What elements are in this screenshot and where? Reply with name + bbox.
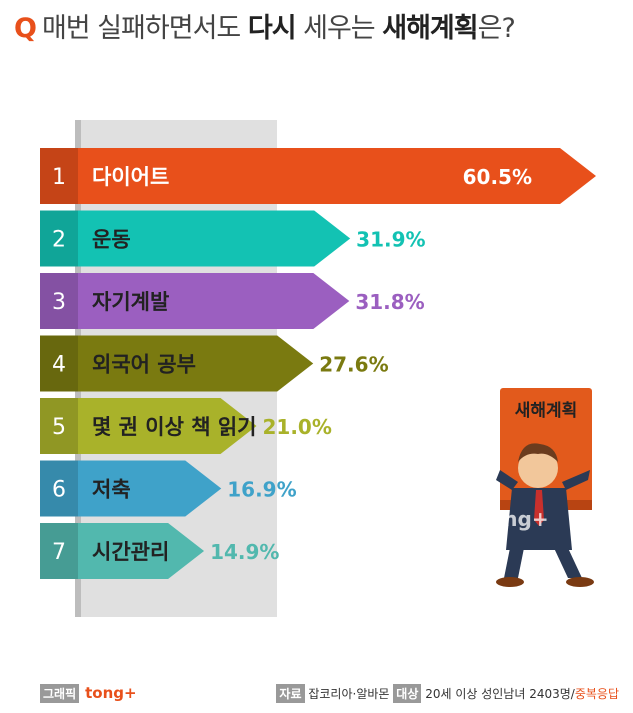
category-label-3: 자기계발 (92, 290, 169, 314)
rank-band-4 (40, 335, 78, 392)
title-part-1: 매번 실패 (41, 13, 146, 44)
graphic-credit: 그래픽 tong+ (40, 684, 137, 703)
bar-1 (40, 148, 596, 204)
category-label-5: 몇 권 이상 책 읽기 (92, 415, 256, 439)
source-value: 잡코리아·알바몬 (308, 687, 390, 701)
category-label-1: 다이어트 (92, 165, 169, 189)
value-label-6: 16.9% (227, 478, 296, 502)
value-label-5: 21.0% (262, 415, 331, 439)
category-label-2: 운동 (92, 228, 131, 252)
man-shoe-left (496, 577, 524, 587)
source-tag: 자료 (276, 684, 305, 703)
target-value: 20세 이상 성인남녀 2403명/ (425, 687, 575, 701)
rank-band-1 (40, 148, 78, 204)
target-tag: 대상 (393, 684, 422, 703)
credit-brand: tong+ (85, 684, 137, 702)
rank-label-7: 7 (52, 540, 66, 565)
value-label-2: 31.9% (356, 228, 425, 252)
rank-band-3 (40, 273, 78, 329)
sign-text: 새해계획 (515, 401, 578, 421)
man-carrying-sign-illustration: 새해계획 tong+ (480, 388, 594, 587)
bar-5 (40, 398, 257, 454)
rank-label-2: 2 (52, 228, 66, 253)
rank-label-5: 5 (52, 415, 66, 440)
title-part-6: 은? (477, 13, 516, 44)
title-part-2: 하면서도 (144, 13, 248, 44)
man-head (518, 448, 558, 488)
man-tie (534, 490, 544, 526)
rank-label-6: 6 (52, 478, 66, 503)
rank-label-4: 4 (52, 353, 66, 378)
value-label-1: 60.5% (463, 165, 532, 189)
target-note: 중복응답 (574, 687, 619, 701)
footer: 그래픽 tong+ 자료 잡코리아·알바몬 대상 20세 이상 성인남녀 2403… (0, 680, 633, 706)
title-part-5: 새해계획 (382, 13, 478, 44)
page-title: Q 매번 실패하면서도 다시 세우는 새해계획은? (14, 6, 516, 45)
category-label-4: 외국어 공부 (92, 353, 196, 377)
bar-3 (40, 273, 350, 329)
title-part-3: 다시 (247, 13, 297, 44)
rank-label-1: 1 (52, 165, 66, 190)
question-mark-label: Q (14, 13, 37, 44)
rank-band-2 (40, 210, 78, 267)
value-label-3: 31.8% (355, 290, 424, 314)
rank-label-3: 3 (52, 290, 66, 315)
tong-watermark: tong+ (480, 507, 549, 531)
value-label-7: 14.9% (210, 540, 279, 564)
bar-chart: 1 다이어트 60.5% 2 운동 31.9% 3 자기계발 31.8% 4 외국어 공부 27.6%… (40, 120, 596, 617)
man-leg-left (504, 548, 524, 578)
man-shoe-right (566, 577, 594, 587)
category-label-7: 시간관리 (92, 540, 169, 564)
source-line: 자료 잡코리아·알바몬 대상 20세 이상 성인남녀 2403명/중복응답 (276, 684, 619, 703)
title-part-4: 세우는 (295, 13, 383, 44)
credit-tag: 그래픽 (40, 684, 80, 703)
man-arm-left (496, 470, 518, 490)
bar-2 (40, 210, 351, 267)
bar-7 (40, 523, 205, 579)
bar-4 (40, 335, 314, 392)
value-label-4: 27.6% (319, 353, 388, 377)
man-hair (518, 443, 558, 462)
bar-6 (40, 460, 222, 517)
rank-band-6 (40, 460, 78, 517)
man-leg-right (554, 548, 582, 578)
man-arm-right (562, 470, 590, 490)
category-label-6: 저축 (92, 478, 131, 502)
rank-band-5 (40, 398, 78, 454)
rank-band-7 (40, 523, 78, 579)
